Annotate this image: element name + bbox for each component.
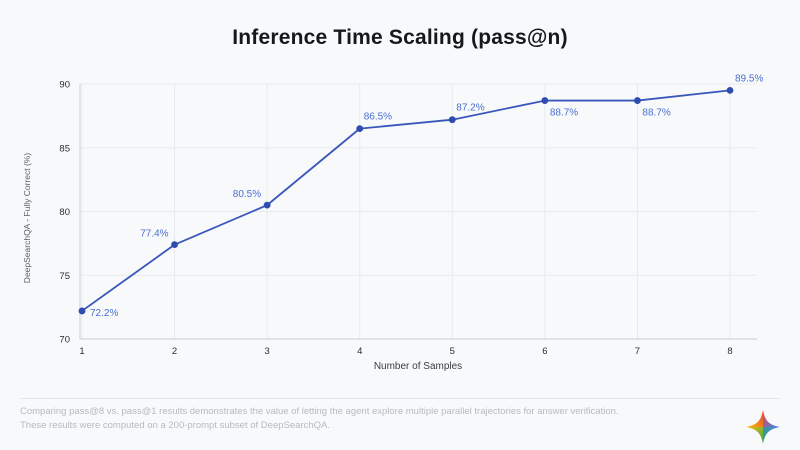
svg-text:8: 8 <box>727 346 732 357</box>
svg-text:87.2%: 87.2% <box>456 103 484 114</box>
svg-text:75: 75 <box>59 271 70 282</box>
svg-text:88.7%: 88.7% <box>550 108 578 119</box>
svg-text:7: 7 <box>635 346 640 357</box>
axes: 70 75 80 85 90 1 2 3 4 5 6 7 8 <box>59 80 757 357</box>
svg-text:88.7%: 88.7% <box>642 108 670 119</box>
svg-text:86.5%: 86.5% <box>364 112 392 123</box>
data-series: 72.2% 77.4% 80.5% 86.5% 87.2% 88.7% 88.7% 89.5% <box>78 73 763 319</box>
line-chart: DeepSearchQA - Fully Correct (%) Number … <box>0 60 800 395</box>
gridlines <box>80 83 757 340</box>
svg-text:70: 70 <box>59 335 70 346</box>
x-axis-label: Number of Samples <box>374 361 462 372</box>
svg-text:89.5%: 89.5% <box>735 73 763 84</box>
footer: Comparing pass@8 vs. pass@1 results demo… <box>0 398 800 450</box>
svg-text:85: 85 <box>59 143 70 154</box>
svg-text:2: 2 <box>172 346 177 357</box>
svg-text:3: 3 <box>264 346 269 357</box>
footer-divider <box>20 398 780 399</box>
line-chart-canvas: DeepSearchQA - Fully Correct (%) Number … <box>22 73 763 372</box>
footer-caption-line2: These results were computed on a 200-pro… <box>20 420 330 431</box>
svg-text:80.5%: 80.5% <box>233 189 261 200</box>
svg-text:90: 90 <box>59 80 70 91</box>
google-ai-sparkle-icon <box>746 410 780 444</box>
svg-text:1: 1 <box>79 346 84 357</box>
svg-text:80: 80 <box>59 207 70 218</box>
y-axis-label: DeepSearchQA - Fully Correct (%) <box>22 153 32 284</box>
svg-text:77.4%: 77.4% <box>140 229 168 240</box>
svg-text:6: 6 <box>542 346 547 357</box>
chart-title: Inference Time Scaling (pass@n) <box>232 26 568 49</box>
svg-text:5: 5 <box>450 346 455 357</box>
svg-text:72.2%: 72.2% <box>90 308 118 319</box>
footer-caption-line1: Comparing pass@8 vs. pass@1 results demo… <box>20 406 619 417</box>
svg-text:4: 4 <box>357 346 362 357</box>
